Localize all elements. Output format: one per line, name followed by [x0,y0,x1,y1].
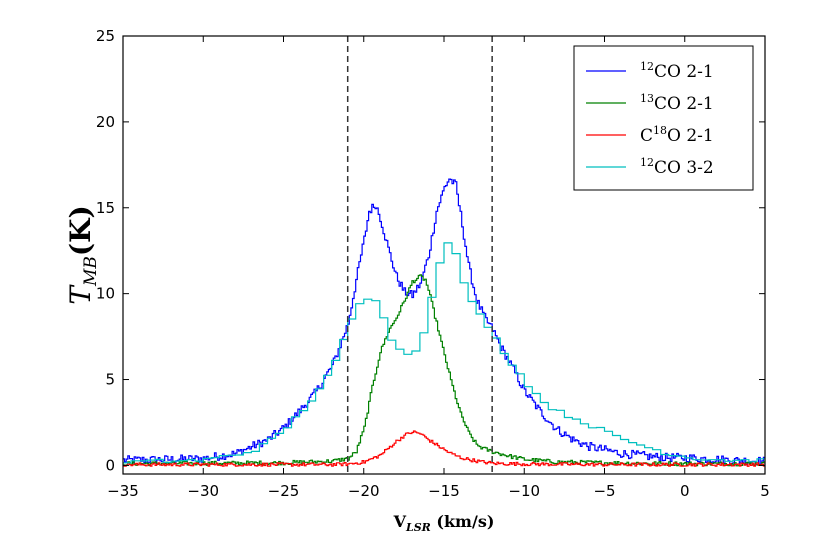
series-layer [123,178,765,467]
series-line-c18o-2-1 [123,430,765,467]
y-tick-label: 10 [96,285,115,303]
tick-layer: −35 −30 −25 −20 −15 −10 −5 0 5 0 5 10 15 20 25 [96,27,770,500]
y-axis-label: TMB(K) [64,205,101,304]
series-line-12co-2-1 [123,178,765,466]
y-axis-label-sub: MB [81,256,101,287]
x-tick-label: −5 [593,482,615,500]
legend-label: 13CO 2-1 [640,92,714,114]
legend: 12CO 2-1 13CO 2-1 C18O 2-1 12CO 3-2 [573,45,754,191]
plot-frame [122,35,766,475]
y-tick-label: 0 [105,456,115,474]
x-tick-label: 5 [760,482,770,500]
y-tick-label: 25 [96,27,115,45]
x-axis-label-unit: (km/s) [431,512,495,531]
series-line-12co-3-2 [123,242,765,464]
x-axis-label: VLSR (km/s) [393,512,495,534]
legend-label: 12CO 2-1 [640,60,714,82]
legend-box [573,45,754,191]
y-tick-label: 20 [96,113,115,131]
vline-layer [346,36,493,474]
legend-label: C18O 2-1 [640,124,714,146]
x-tick-label: −10 [508,482,540,500]
x-tick-label: −30 [187,482,219,500]
y-axis-label-unit: (K) [64,205,97,256]
x-axis-label-main: V [393,512,407,531]
x-tick-label: −25 [268,482,300,500]
x-axis-label-sub: LSR [405,521,431,534]
x-tick-label: −15 [428,482,460,500]
x-tick-label: 0 [680,482,690,500]
x-tick-label: −35 [107,482,139,500]
legend-label: 12CO 3-2 [640,156,714,178]
x-tick-label: −20 [348,482,380,500]
y-axis-label-main: T [64,284,97,305]
y-tick-label: 5 [105,371,115,389]
y-tick-label: 15 [96,199,115,217]
series-line-13co-2-1 [123,274,765,467]
